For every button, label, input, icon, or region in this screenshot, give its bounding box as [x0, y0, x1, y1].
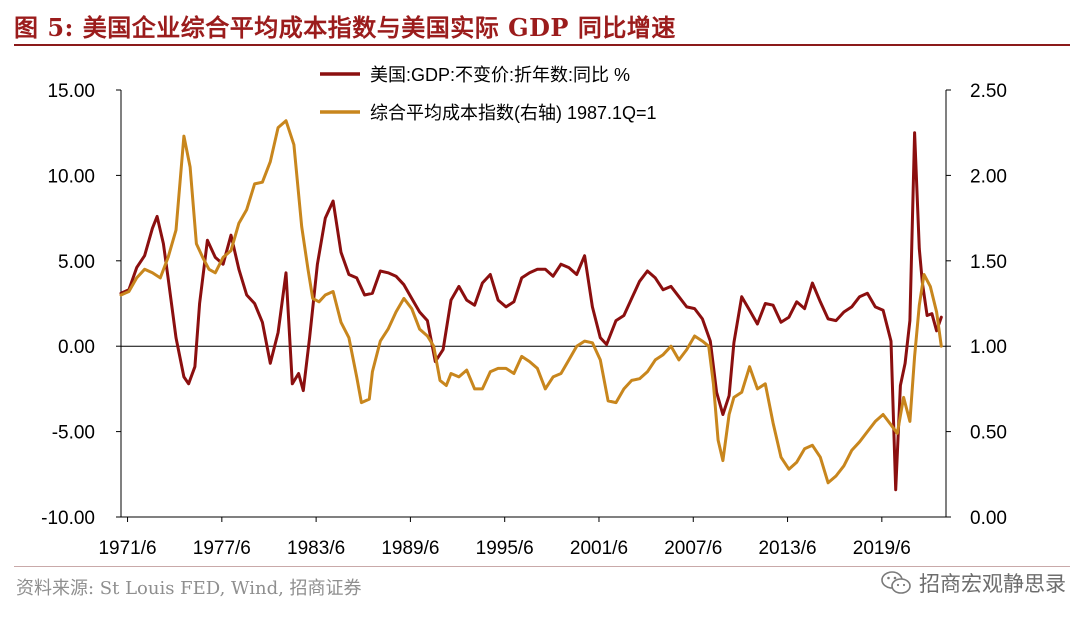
- x-tick-label: 2013/6: [758, 538, 816, 558]
- x-tick-label: 1989/6: [381, 538, 439, 558]
- chart: -10.00 -5.00 0.00 5.00 10.00 15.00 0.00 0.50 1.0…: [41, 65, 1007, 558]
- chart-series: [119, 119, 943, 492]
- x-tick-label: 2007/6: [664, 538, 722, 558]
- watermark-text: 招商宏观静思录: [919, 572, 1066, 596]
- right-tick-label: 0.50: [970, 423, 1007, 444]
- chart-legend: 美国:GDP:不变价:折年数:同比 % 综合平均成本指数(右轴) 1987.1Q=…: [320, 65, 657, 123]
- right-tick-label: 1.00: [970, 337, 1007, 358]
- left-tick-label: 5.00: [58, 252, 95, 273]
- x-tick-label: 1995/6: [476, 538, 534, 558]
- legend-label: 美国:GDP:不变价:折年数:同比 %: [370, 65, 630, 85]
- x-tick-label: 1977/6: [193, 538, 251, 558]
- x-tick-label: 2019/6: [853, 538, 911, 558]
- left-tick-label: 0.00: [58, 337, 95, 358]
- x-tick-label: 2001/6: [570, 538, 628, 558]
- right-tick-label: 1.50: [970, 252, 1007, 273]
- right-tick-label: 2.00: [970, 166, 1007, 187]
- left-tick-label: 15.00: [47, 81, 95, 102]
- left-tick-label: -5.00: [52, 423, 95, 444]
- right-tick-label: 2.50: [970, 81, 1007, 102]
- right-tick-label: 0.00: [970, 508, 1007, 529]
- x-tick-label: 1971/6: [98, 538, 156, 558]
- title-bar: 图 5: 美国企业综合平均成本指数与美国实际 GDP 同比增速: [14, 0, 1070, 46]
- left-tick-label: -10.00: [41, 508, 95, 529]
- footer-divider: [14, 566, 1070, 567]
- legend-label: 综合平均成本指数(右轴) 1987.1Q=1: [370, 103, 657, 123]
- left-tick-label: 10.00: [47, 166, 95, 187]
- watermark: 招商宏观静思录: [881, 568, 1066, 598]
- chart-axes: -10.00 -5.00 0.00 5.00 10.00 15.00 0.00 0.50 1.0…: [41, 81, 1007, 558]
- figure-title: 图 5: 美国企业综合平均成本指数与美国实际 GDP 同比增速: [14, 13, 676, 42]
- gdp-series-line: [119, 131, 943, 492]
- source-note: 资料来源: St Louis FED, Wind, 招商证券: [16, 578, 362, 599]
- cost-index-series-line: [119, 119, 943, 485]
- x-tick-label: 1983/6: [287, 538, 345, 558]
- wechat-icon: [881, 570, 911, 596]
